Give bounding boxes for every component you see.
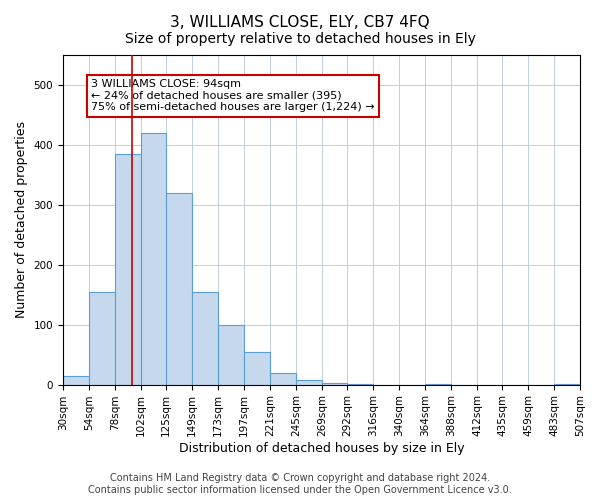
Text: 3, WILLIAMS CLOSE, ELY, CB7 4FQ: 3, WILLIAMS CLOSE, ELY, CB7 4FQ <box>170 15 430 30</box>
Text: 3 WILLIAMS CLOSE: 94sqm
← 24% of detached houses are smaller (395)
75% of semi-d: 3 WILLIAMS CLOSE: 94sqm ← 24% of detache… <box>91 79 375 112</box>
Bar <box>166 193 192 384</box>
Bar <box>244 352 270 384</box>
Bar <box>89 292 115 384</box>
Bar <box>141 133 166 384</box>
Bar <box>296 380 322 384</box>
Bar <box>115 154 141 384</box>
Text: Contains HM Land Registry data © Crown copyright and database right 2024.
Contai: Contains HM Land Registry data © Crown c… <box>88 474 512 495</box>
Text: Size of property relative to detached houses in Ely: Size of property relative to detached ho… <box>125 32 475 46</box>
Bar <box>270 372 296 384</box>
X-axis label: Distribution of detached houses by size in Ely: Distribution of detached houses by size … <box>179 442 464 455</box>
Bar <box>192 292 218 384</box>
Bar <box>63 376 89 384</box>
Bar <box>218 324 244 384</box>
Y-axis label: Number of detached properties: Number of detached properties <box>15 122 28 318</box>
